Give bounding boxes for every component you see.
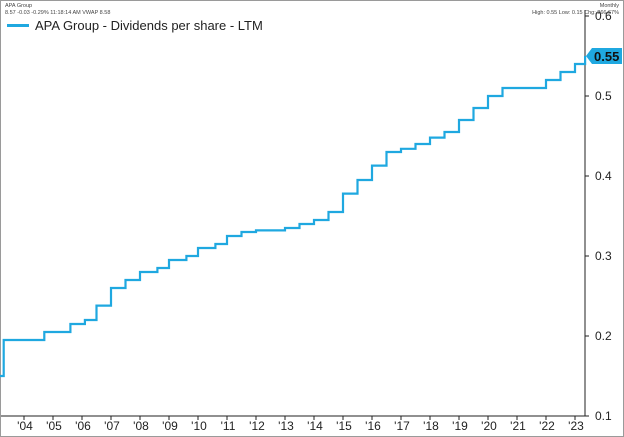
x-tick-label: '22 <box>539 419 555 433</box>
stats-line: High: 0.55 Low: 0.15 Chg: 266.67% <box>532 10 619 16</box>
x-tick-label: '13 <box>278 419 294 433</box>
quote-line: 8.57 -0.03 -0.29% 11:18:14 AM VWAP 8.58 <box>5 10 111 16</box>
x-tick-label: '12 <box>249 419 265 433</box>
legend-label: APA Group - Dividends per share - LTM <box>35 18 263 33</box>
x-tick-label: '05 <box>46 419 62 433</box>
y-tick-label: 0.4 <box>595 169 612 183</box>
x-tick-label: '11 <box>221 419 236 433</box>
x-tick-label: '21 <box>510 419 526 433</box>
x-tick-label: '19 <box>452 419 468 433</box>
y-tick-label: 0.5 <box>595 89 612 103</box>
x-tick-label: '20 <box>481 419 497 433</box>
x-tick-label: '14 <box>307 419 323 433</box>
x-tick-label: '17 <box>394 419 410 433</box>
last-value-label: 0.55 <box>594 49 619 64</box>
x-tick-label: '08 <box>133 419 149 433</box>
x-tick-label: '04 <box>17 419 33 433</box>
x-tick-label: '09 <box>162 419 178 433</box>
y-tick-label: 0.6 <box>595 9 612 23</box>
legend-swatch <box>7 24 29 27</box>
x-tick-label: '23 <box>568 419 584 433</box>
frequency-label: Monthly <box>599 3 619 9</box>
y-tick-label: 0.3 <box>595 249 612 263</box>
security-name: APA Group <box>5 3 33 9</box>
chart-legend: APA Group - Dividends per share - LTM <box>7 18 263 33</box>
x-tick-label: '07 <box>104 419 120 433</box>
last-value-badge <box>586 48 622 64</box>
x-tick-label: '15 <box>336 419 352 433</box>
y-tick-label: 0.2 <box>595 329 612 343</box>
x-tick-label: '18 <box>423 419 439 433</box>
x-tick-label: '10 <box>191 419 207 433</box>
x-tick-label: '06 <box>75 419 91 433</box>
y-tick-label: 0.1 <box>595 409 612 423</box>
x-tick-label: '16 <box>365 419 381 433</box>
series-line-dividends <box>0 56 587 378</box>
